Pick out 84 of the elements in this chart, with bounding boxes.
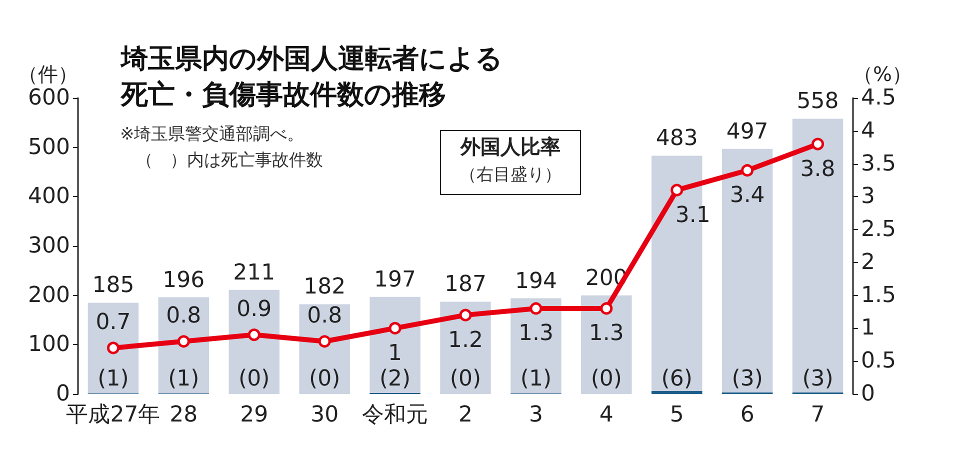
- data-label: 0.8: [166, 304, 202, 329]
- data-label: 182: [304, 274, 346, 300]
- data-label: 0.8: [307, 304, 342, 329]
- chart-title: 埼玉県内の外国人運転者による死亡・負傷事故件数の推移: [120, 44, 503, 110]
- data-label: (1): [520, 366, 552, 392]
- data-label: 194: [514, 268, 557, 294]
- y-tick-label: 200: [28, 282, 70, 308]
- data-label: 196: [162, 268, 205, 293]
- x-tick-label: 30: [310, 402, 339, 428]
- point: [812, 138, 824, 150]
- data-label: 1: [388, 340, 402, 366]
- point: [248, 328, 260, 342]
- x-tick-label: 6: [740, 402, 754, 428]
- y2-tick-label: 1.5: [861, 282, 896, 308]
- x-tick-label: 28: [170, 402, 198, 428]
- data-label: 558: [796, 89, 839, 114]
- y-tick-label: 400: [28, 184, 70, 210]
- data-label: 197: [374, 267, 416, 292]
- data-label: 3.1: [675, 202, 710, 228]
- point: [530, 302, 542, 315]
- data-label: 211: [233, 260, 276, 286]
- y-tick-label: 500: [28, 134, 70, 160]
- x-tick-label: 29: [240, 402, 268, 428]
- data-label: 1.3: [518, 321, 554, 346]
- data-label: (0): [309, 366, 340, 392]
- point: [106, 342, 120, 354]
- data-label: (0): [238, 366, 270, 392]
- y2-tick-label: 4: [861, 118, 875, 144]
- y2-axis-title: （%）: [853, 62, 912, 86]
- y-tick-label: 300: [28, 234, 70, 258]
- y-tick-label: 600: [28, 86, 70, 110]
- x-tick-label: 7: [810, 402, 825, 428]
- data-label: 3.4: [730, 183, 765, 208]
- point: [741, 164, 754, 177]
- bar: [792, 118, 844, 394]
- y2-tick-label: 2.5: [861, 217, 896, 242]
- x-tick-label: 5: [670, 402, 684, 428]
- point: [318, 335, 331, 348]
- bar: [440, 302, 491, 394]
- x-tick-label: 4: [599, 402, 614, 428]
- y2-tick-label: 4.5: [861, 86, 896, 110]
- data-label: (0): [590, 366, 622, 392]
- data-label: 185: [92, 273, 134, 298]
- y-tick-label: 100: [28, 332, 70, 358]
- data-label: (1): [98, 366, 129, 392]
- y2-tick-label: 0.5: [861, 348, 896, 374]
- bar: [510, 298, 562, 394]
- point: [177, 335, 190, 348]
- data-label: 497: [726, 119, 768, 144]
- bar: [370, 296, 420, 394]
- bar: [228, 290, 280, 394]
- data-label: (6): [661, 366, 692, 392]
- data-label: 3.8: [800, 156, 836, 182]
- bar: [581, 295, 632, 394]
- data-label: 1.3: [588, 321, 624, 346]
- x-tick-label: 令和元: [362, 402, 428, 428]
- bar: [722, 148, 773, 394]
- data-label: (3): [732, 366, 763, 392]
- bar: [88, 302, 139, 394]
- x-tick-label: 2: [458, 402, 472, 428]
- data-label: 1.2: [448, 328, 483, 353]
- data-label: (0): [450, 366, 482, 392]
- text: 外国人比率（右目盛り）: [460, 134, 562, 185]
- data-label: (1): [168, 366, 200, 392]
- y2-tick-label: 1: [861, 316, 875, 341]
- y2-tick-label: 0: [861, 382, 875, 406]
- annotation: （ ）内は死亡事故件数: [136, 150, 323, 170]
- y-axis-title: （件）: [18, 62, 78, 86]
- y2-tick-label: 2: [861, 250, 875, 275]
- data-label: 0.9: [236, 297, 272, 322]
- data-label: 483: [656, 126, 698, 152]
- point: [670, 184, 684, 196]
- point: [388, 322, 402, 334]
- data-label: (3): [802, 366, 834, 392]
- bar: [652, 391, 702, 394]
- data-label: 0.7: [96, 310, 131, 336]
- y2-tick-label: 3: [861, 184, 875, 210]
- y2-tick-label: 3.5: [861, 151, 896, 176]
- point: [459, 308, 472, 322]
- data-label: 187: [444, 272, 486, 298]
- annotation: ※埼玉県警交通部調べ。: [120, 124, 304, 144]
- point: [600, 302, 613, 315]
- data-label: (2): [379, 366, 411, 392]
- x-tick-label: 3: [528, 402, 543, 428]
